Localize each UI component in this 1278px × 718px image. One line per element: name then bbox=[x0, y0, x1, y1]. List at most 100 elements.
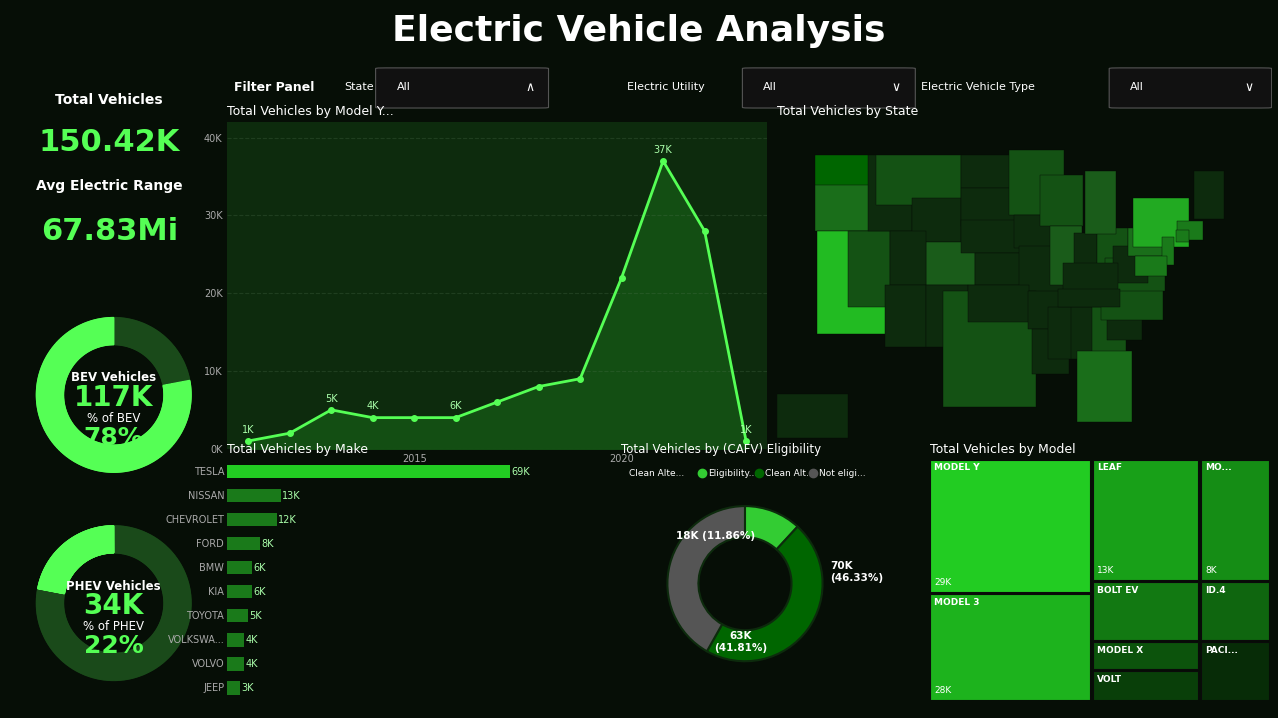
Polygon shape bbox=[66, 541, 83, 563]
Polygon shape bbox=[127, 528, 135, 555]
Polygon shape bbox=[162, 582, 188, 589]
Polygon shape bbox=[147, 640, 166, 661]
Polygon shape bbox=[63, 433, 81, 454]
Polygon shape bbox=[164, 404, 190, 410]
Polygon shape bbox=[160, 623, 185, 635]
Polygon shape bbox=[88, 442, 98, 468]
Polygon shape bbox=[130, 442, 139, 468]
Polygon shape bbox=[74, 536, 88, 560]
Polygon shape bbox=[128, 443, 138, 469]
Polygon shape bbox=[88, 442, 97, 468]
Polygon shape bbox=[38, 406, 65, 412]
Polygon shape bbox=[47, 355, 70, 370]
Text: 6K: 6K bbox=[253, 563, 266, 573]
Polygon shape bbox=[46, 419, 70, 433]
Polygon shape bbox=[110, 526, 111, 553]
Polygon shape bbox=[38, 378, 65, 384]
Polygon shape bbox=[50, 351, 73, 367]
Polygon shape bbox=[150, 638, 170, 657]
Polygon shape bbox=[157, 357, 181, 370]
Polygon shape bbox=[130, 442, 141, 467]
Polygon shape bbox=[161, 370, 188, 379]
Polygon shape bbox=[51, 424, 73, 441]
Polygon shape bbox=[98, 527, 104, 554]
Polygon shape bbox=[129, 529, 138, 556]
Polygon shape bbox=[43, 569, 69, 582]
Polygon shape bbox=[161, 368, 187, 378]
Polygon shape bbox=[105, 526, 109, 553]
Polygon shape bbox=[49, 353, 72, 368]
Polygon shape bbox=[60, 432, 79, 452]
Polygon shape bbox=[45, 418, 69, 431]
Polygon shape bbox=[109, 526, 111, 553]
Polygon shape bbox=[47, 354, 72, 369]
Polygon shape bbox=[38, 584, 65, 591]
Polygon shape bbox=[49, 422, 72, 438]
Polygon shape bbox=[146, 641, 164, 663]
Text: LEAF: LEAF bbox=[1097, 463, 1122, 472]
Polygon shape bbox=[975, 253, 1028, 285]
Polygon shape bbox=[46, 627, 70, 641]
Polygon shape bbox=[147, 432, 166, 452]
Polygon shape bbox=[107, 445, 110, 472]
Polygon shape bbox=[107, 445, 110, 472]
Polygon shape bbox=[146, 434, 164, 455]
Polygon shape bbox=[164, 398, 190, 401]
FancyBboxPatch shape bbox=[1109, 68, 1272, 108]
Polygon shape bbox=[123, 444, 129, 471]
Polygon shape bbox=[75, 536, 89, 559]
Polygon shape bbox=[43, 623, 68, 635]
Text: State: State bbox=[344, 82, 373, 92]
Polygon shape bbox=[50, 559, 73, 574]
Polygon shape bbox=[37, 397, 64, 399]
Polygon shape bbox=[105, 318, 109, 345]
Polygon shape bbox=[135, 325, 148, 350]
Polygon shape bbox=[164, 602, 192, 603]
Polygon shape bbox=[37, 605, 64, 606]
Polygon shape bbox=[134, 441, 146, 465]
Polygon shape bbox=[162, 376, 189, 383]
Polygon shape bbox=[106, 526, 109, 553]
Polygon shape bbox=[162, 405, 189, 412]
Polygon shape bbox=[109, 526, 111, 553]
Polygon shape bbox=[36, 602, 64, 604]
Polygon shape bbox=[46, 357, 70, 371]
Text: 13K: 13K bbox=[1097, 566, 1114, 575]
Polygon shape bbox=[101, 527, 105, 554]
Polygon shape bbox=[86, 442, 96, 467]
Polygon shape bbox=[135, 440, 148, 465]
Polygon shape bbox=[157, 355, 180, 369]
Polygon shape bbox=[120, 526, 125, 554]
Polygon shape bbox=[153, 634, 175, 651]
Polygon shape bbox=[107, 318, 110, 345]
Text: 8K: 8K bbox=[262, 538, 275, 549]
Polygon shape bbox=[50, 558, 73, 574]
Polygon shape bbox=[97, 528, 104, 554]
Polygon shape bbox=[164, 608, 190, 612]
Polygon shape bbox=[60, 338, 79, 358]
Text: 150.42K: 150.42K bbox=[38, 129, 180, 157]
Polygon shape bbox=[38, 378, 65, 385]
Polygon shape bbox=[97, 528, 104, 554]
Polygon shape bbox=[150, 430, 169, 449]
Polygon shape bbox=[75, 439, 89, 462]
Polygon shape bbox=[70, 539, 86, 561]
Polygon shape bbox=[75, 439, 89, 462]
Polygon shape bbox=[1194, 171, 1224, 219]
Polygon shape bbox=[91, 529, 100, 555]
FancyBboxPatch shape bbox=[1201, 643, 1269, 700]
Polygon shape bbox=[134, 648, 147, 673]
Polygon shape bbox=[101, 526, 106, 554]
Polygon shape bbox=[132, 531, 143, 556]
Polygon shape bbox=[153, 348, 176, 365]
Polygon shape bbox=[75, 536, 88, 559]
Polygon shape bbox=[102, 526, 107, 554]
Polygon shape bbox=[49, 561, 72, 576]
Polygon shape bbox=[132, 323, 143, 348]
Polygon shape bbox=[157, 629, 180, 643]
Polygon shape bbox=[92, 528, 100, 555]
Polygon shape bbox=[101, 527, 105, 554]
Polygon shape bbox=[72, 437, 87, 460]
Polygon shape bbox=[74, 646, 88, 670]
Polygon shape bbox=[37, 589, 64, 595]
